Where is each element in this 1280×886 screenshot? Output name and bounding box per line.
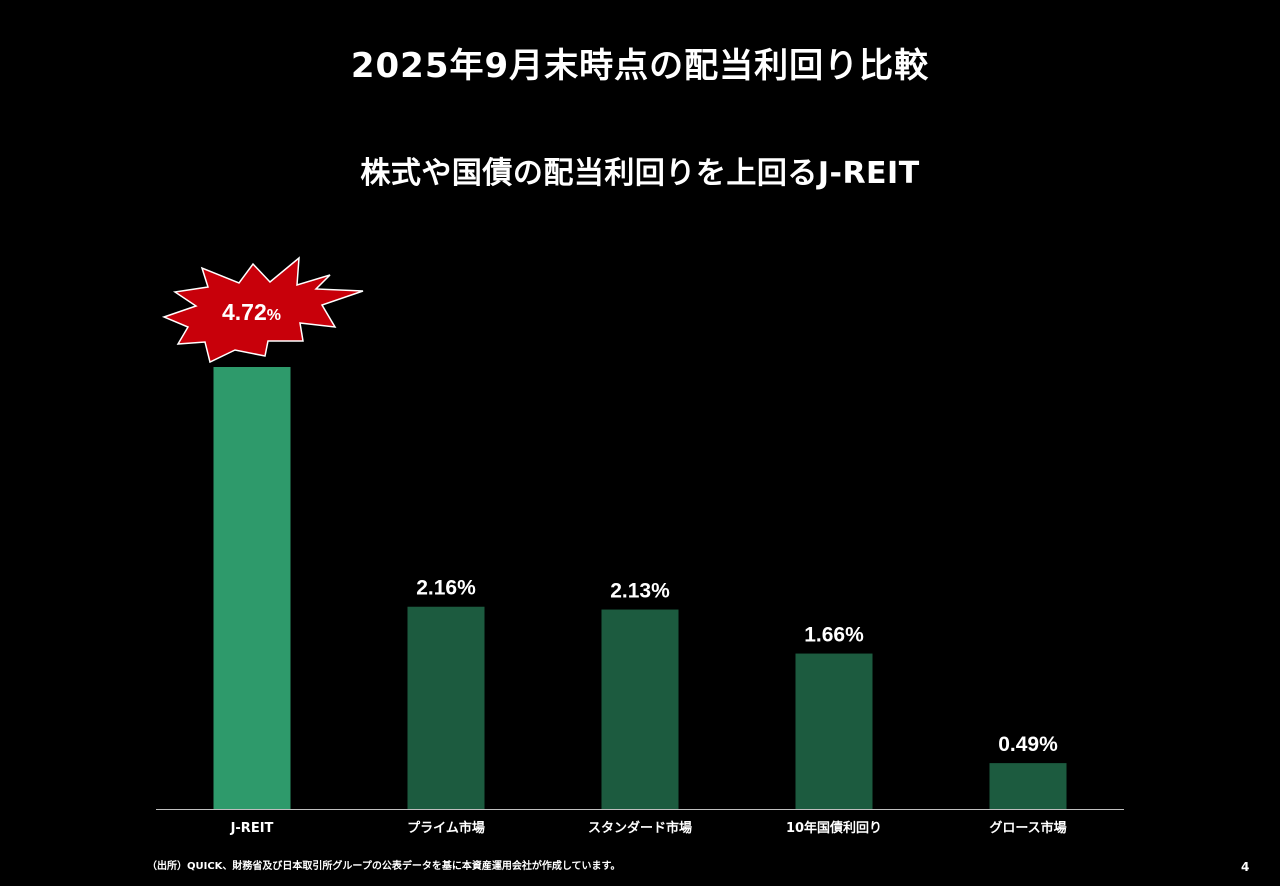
category-label-0: J-REIT — [230, 821, 274, 836]
highlight-number: 4.72 — [222, 299, 267, 325]
value-label-3: 1.66% — [804, 624, 864, 647]
category-label-3: 10年国債利回り — [786, 820, 882, 836]
highlight-unit: % — [267, 307, 281, 324]
bar-2 — [601, 609, 679, 809]
highlight-value-label: 4.72% — [222, 299, 281, 325]
category-label-1: プライム市場 — [407, 820, 485, 836]
bar-3 — [795, 653, 873, 809]
value-label-1: 2.16% — [416, 577, 476, 600]
bar-0 — [213, 367, 291, 809]
page-title: 2025年9月末時点の配当利回り比較 — [350, 46, 930, 86]
value-label-4: 0.49% — [998, 733, 1058, 756]
bar-4 — [989, 763, 1067, 809]
source-footnote: （出所）QUICK、財務省及び日本取引所グループの公表データを基に本資産運用会社… — [147, 861, 621, 872]
bar-1 — [407, 606, 485, 809]
category-label-4: グロース市場 — [989, 820, 1066, 836]
value-label-2: 2.13% — [610, 580, 670, 603]
page-number: 4 — [1241, 860, 1250, 874]
highlight-starburst — [161, 256, 364, 364]
category-label-2: スタンダード市場 — [588, 820, 692, 836]
page-subtitle: 株式や国債の配当利回りを上回るJ-REIT — [360, 156, 920, 191]
